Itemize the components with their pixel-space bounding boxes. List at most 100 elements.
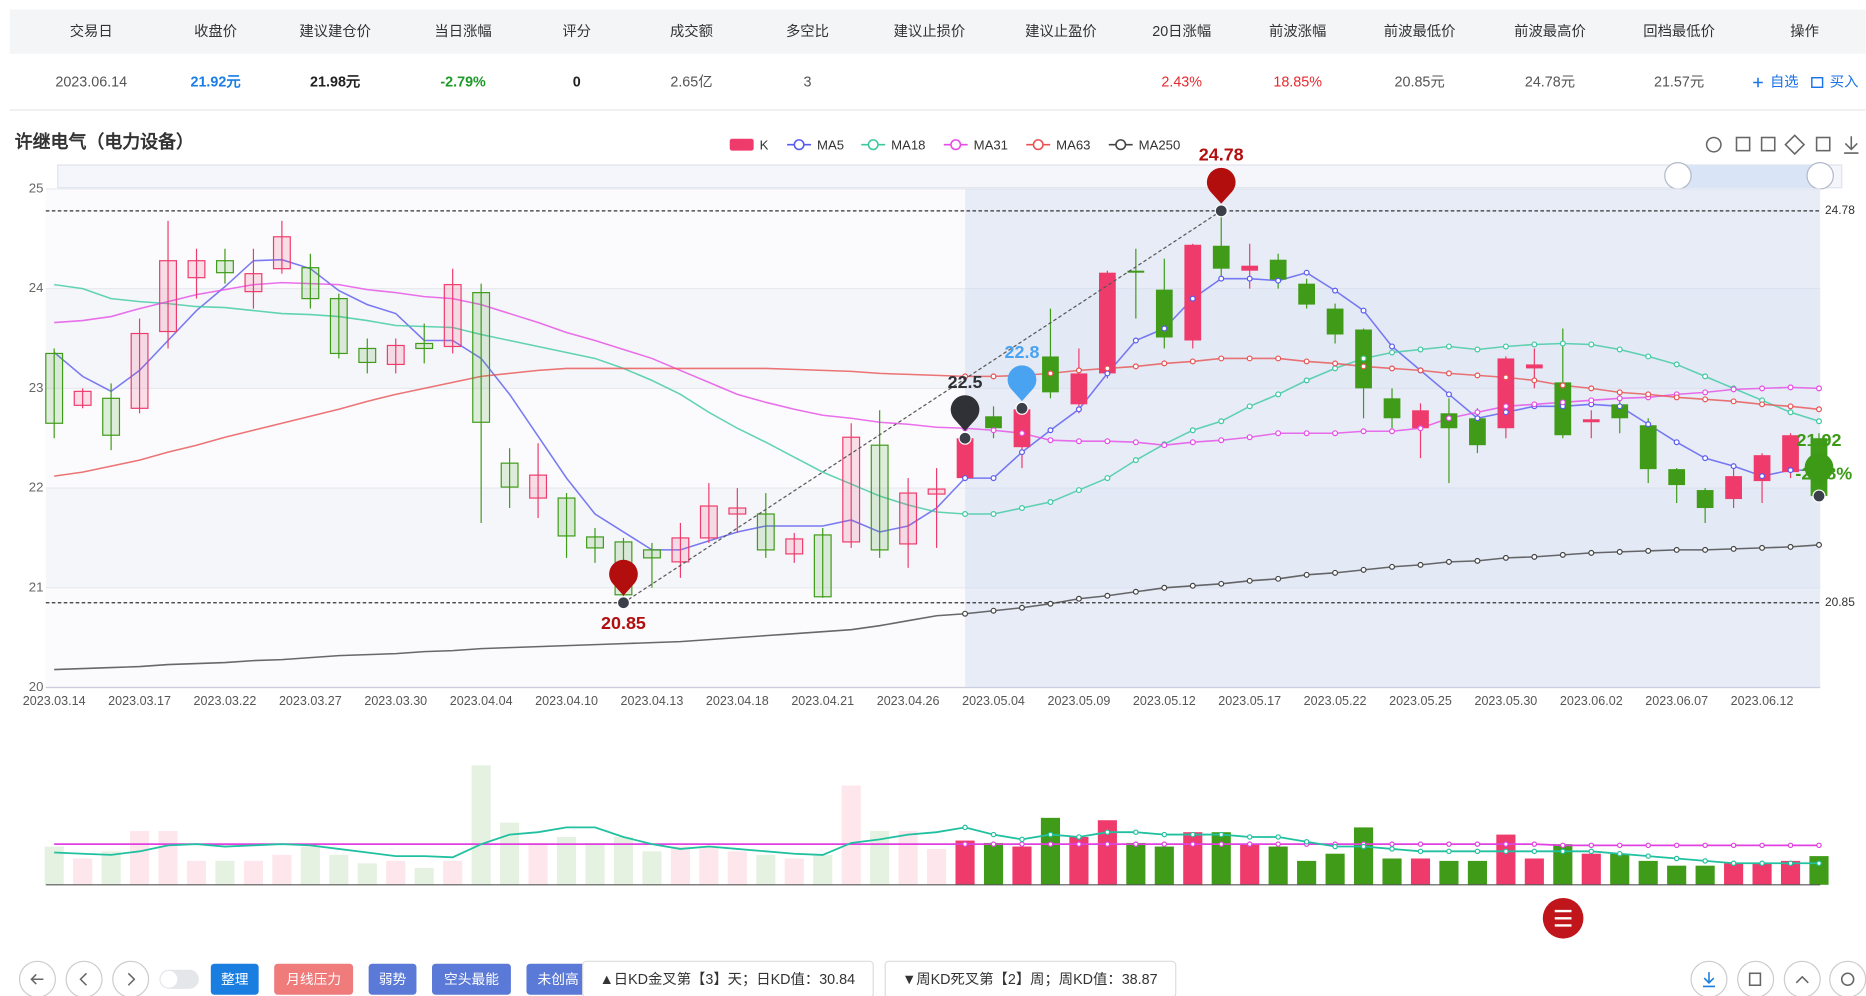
right-buttons[interactable] [1690,960,1866,996]
volume-ma-point [1446,841,1452,847]
ma-point [1616,389,1623,396]
ma-point [1474,557,1481,564]
volume-ma-point [1588,848,1595,855]
ma-point [1246,403,1253,410]
next-button[interactable] [112,960,150,996]
tag-button[interactable] [274,963,354,995]
candle-body [1525,364,1543,369]
ma-line [54,544,1820,671]
action-link[interactable]: 买入 [1830,73,1859,90]
candle-body [985,416,1002,429]
ma-point [1474,372,1481,379]
ma-point [1702,455,1709,462]
volume-bar [186,860,207,885]
candle-body [1696,490,1714,509]
plus-icon [1753,77,1763,88]
legend-label[interactable]: K [760,137,769,152]
volume-bar [642,851,662,885]
legend-label[interactable]: MA31 [974,137,1008,152]
zoom-back-icon[interactable] [1760,136,1776,152]
action-link[interactable]: 自选 [1770,73,1799,90]
legend-swatch [1032,139,1044,151]
refresh-button[interactable] [1829,960,1866,996]
ma-point [1047,370,1054,377]
ma-point [1189,582,1196,589]
ma-point [1787,467,1794,474]
slider-window[interactable] [1677,165,1821,188]
copy-button[interactable] [1737,960,1775,996]
ma-point [1132,439,1139,446]
x-tick-label: 2023.06.07 [1645,694,1708,708]
candle-body [557,497,576,537]
volume-ma-point [1019,836,1025,843]
zoom-slider[interactable] [57,162,1843,190]
x-tick-label: 2023.04.18 [706,694,769,708]
column-header: 建议止损价 [894,23,966,40]
tag-button[interactable] [432,963,511,995]
ma-point [1502,554,1509,561]
tag-label: 未创高 [538,971,579,987]
candle-body [927,488,946,495]
ma-point [1104,370,1111,377]
pin-point [958,431,972,445]
ma-point [1360,363,1367,370]
volume-ma-point [1759,860,1765,867]
ma-point [1332,569,1339,576]
data-view-icon[interactable] [1815,136,1831,152]
column-header: 操作 [1790,23,1819,40]
download-icon[interactable] [1844,136,1859,154]
legend-label[interactable]: MA63 [1056,137,1090,152]
refresh-icon[interactable] [1705,136,1722,153]
cell: 21.57元 [1654,74,1704,90]
cell: 24.78元 [1525,74,1575,90]
volume-ma-point [1246,841,1253,847]
volume-bar [73,858,93,885]
slider-handle[interactable] [1806,162,1834,190]
tag-button[interactable] [526,963,590,995]
volume-ma-line [54,843,1819,847]
ma-point [1218,355,1225,362]
column-header: 前波涨幅 [1269,23,1326,40]
ma-point [1075,438,1082,445]
restore-icon[interactable] [1784,134,1806,156]
legend-label[interactable]: MA5 [817,137,844,152]
volume-bar [1240,844,1260,885]
volume-bar [1724,863,1744,885]
tag-button[interactable] [210,963,259,995]
column-header: 收盘价 [194,22,237,40]
volume-ma-point [1190,831,1196,838]
volume-bar [955,840,975,885]
y-tick-label: 23 [29,380,44,395]
legend-label[interactable]: MA18 [891,137,925,152]
tag-button[interactable] [368,963,417,995]
ma-point [1616,346,1623,353]
prev-button[interactable] [65,960,103,996]
ma-point [1332,360,1339,367]
ma-point [1759,473,1766,480]
volume-bar [1524,858,1544,885]
ma-point [1673,361,1680,368]
ma-point [1816,406,1822,413]
candle-body [1753,455,1771,482]
x-tick-label: 2023.06.12 [1731,694,1794,708]
volume-ma-point [1104,829,1111,835]
volume-ma-point [1389,841,1395,847]
zoom-icon[interactable] [1735,136,1751,152]
volume-ma-point [1047,831,1054,838]
ma-point [1759,544,1766,551]
chart-toolbar[interactable] [1705,134,1859,156]
ma-point [1474,346,1481,353]
volume-bar [556,836,577,885]
pin-point [1015,401,1029,415]
up-button[interactable] [1783,960,1821,996]
slider-handle[interactable] [1664,162,1692,190]
chart-title: 许继电气（电力设备） [15,131,194,152]
ma-point [1132,363,1139,370]
legend-label[interactable]: MA250 [1139,137,1181,152]
nav-buttons[interactable] [18,960,199,996]
ma-point [1445,370,1452,377]
x-tick-label: 2023.05.12 [1133,694,1196,708]
candle-body [1070,373,1088,405]
cell: 2.65亿 [670,73,712,90]
candle-body [102,397,121,436]
